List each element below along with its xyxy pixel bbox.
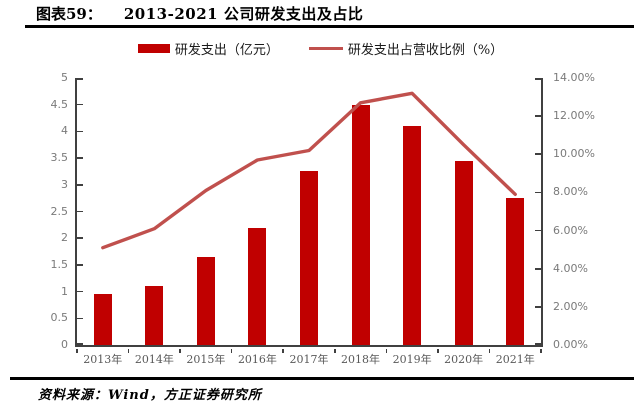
left-axis-tick-label: 1.5 — [50, 257, 69, 271]
x-axis-label-2014年: 2014年 — [134, 353, 174, 366]
left-axis-line — [75, 78, 77, 347]
right-axis-tick — [535, 78, 541, 80]
x-axis-label-2016年: 2016年 — [237, 353, 277, 366]
right-axis-tick-label: 8.00% — [553, 185, 588, 199]
bar-2015年 — [196, 256, 215, 345]
left-axis-tick-label: 2 — [61, 231, 68, 245]
right-axis-tick-label: 12.00% — [553, 109, 595, 123]
bar-2020年 — [454, 160, 473, 345]
bar-2017年 — [300, 171, 318, 345]
right-axis-line — [541, 78, 543, 347]
left-axis-tick-label: 2.5 — [50, 204, 69, 218]
left-axis-tick-label: 5 — [61, 71, 68, 84]
x-axis-tick — [127, 349, 130, 353]
left-axis-tick — [77, 290, 83, 293]
chart-legend: 研发支出（亿元） 研发支出占营收比例（%） — [0, 39, 641, 58]
figure-title: 图表59： 2013-2021 公司研发支出及占比 — [36, 3, 363, 24]
left-axis-tick — [77, 317, 83, 320]
left-axis-tick-label: 4 — [61, 124, 68, 138]
left-axis-tick-label: 1 — [61, 284, 68, 298]
x-axis-label-2013年: 2013年 — [83, 353, 123, 366]
rd-ratio-line — [101, 91, 517, 250]
left-axis-tick-label: 4.5 — [50, 97, 69, 111]
left-axis-tick-label: 0.5 — [50, 311, 69, 325]
left-axis-tick — [77, 184, 83, 186]
right-axis-tick — [535, 191, 541, 194]
left-axis-tick-label: 0 — [61, 338, 68, 351]
left-axis-tick-label: 3 — [61, 177, 68, 191]
x-axis-label-2015年: 2015年 — [186, 353, 226, 366]
source-divider — [10, 377, 634, 380]
left-axis-tick — [77, 237, 83, 239]
left-axis-tick — [77, 130, 83, 133]
right-axis-tick-label: 14.00% — [553, 71, 595, 84]
left-axis-tick-label: 3.5 — [50, 151, 69, 165]
right-axis-tick-label: 6.00% — [553, 223, 588, 237]
right-axis-tick-label: 4.00% — [553, 261, 588, 275]
x-axis-label-2018年: 2018年 — [341, 353, 381, 366]
source-note: 资料来源：Wind，方正证券研究所 — [38, 388, 262, 403]
bar-2019年 — [403, 126, 422, 345]
x-axis-label-2019年: 2019年 — [392, 353, 432, 366]
right-axis-tick — [535, 267, 541, 270]
x-axis-tick — [385, 349, 388, 353]
bar-2014年 — [145, 286, 164, 345]
bar-2018年 — [351, 104, 370, 345]
left-axis-tick — [77, 210, 83, 213]
x-axis-tick — [437, 349, 439, 353]
x-axis-tick — [179, 349, 181, 353]
x-axis-line — [75, 345, 543, 347]
right-axis-tick-label: 10.00% — [553, 147, 595, 161]
plot-area — [75, 78, 543, 353]
bar-series-swatch-icon — [137, 44, 170, 53]
left-axis-tick — [77, 78, 83, 80]
legend-item-rd-spend: 研发支出（亿元） — [137, 39, 279, 58]
bar-2016年 — [248, 227, 267, 345]
rd-ratio-polyline — [101, 91, 517, 250]
left-axis-tick — [77, 264, 83, 266]
bar-2021年 — [506, 198, 525, 345]
right-axis-tick — [535, 343, 541, 345]
x-axis-tick — [540, 349, 542, 353]
legend-label-rd-spend: 研发支出（亿元） — [174, 43, 279, 58]
right-axis-tick-label: 0.00% — [553, 338, 588, 351]
left-axis-tick — [77, 343, 83, 345]
figure-number: 图表59： — [36, 5, 102, 23]
bar-2013年 — [93, 294, 112, 345]
x-axis-label-2021年: 2021年 — [495, 353, 535, 366]
right-axis-tick — [535, 229, 541, 232]
right-axis-tick — [535, 115, 541, 117]
x-axis-tick — [282, 349, 285, 353]
x-axis-tick — [76, 349, 78, 353]
legend-label-rd-ratio: 研发支出占营收比例（%） — [347, 43, 504, 58]
x-axis-tick — [488, 349, 491, 353]
x-axis-label-2017年: 2017年 — [289, 353, 329, 366]
left-axis-tick — [77, 103, 83, 106]
left-axis-tick — [77, 157, 83, 159]
legend-item-rd-ratio: 研发支出占营收比例（%） — [308, 39, 504, 58]
x-axis-tick — [230, 349, 233, 353]
x-axis-tick — [333, 349, 336, 353]
title-divider — [25, 25, 634, 28]
x-axis-label-2020年: 2020年 — [444, 353, 484, 366]
right-axis-tick — [535, 153, 541, 156]
right-axis-tick — [535, 306, 541, 308]
figure-title-text: 2013-2021 公司研发支出及占比 — [123, 5, 364, 23]
line-series-swatch-icon — [308, 46, 343, 51]
right-axis-tick-label: 2.00% — [553, 299, 588, 313]
